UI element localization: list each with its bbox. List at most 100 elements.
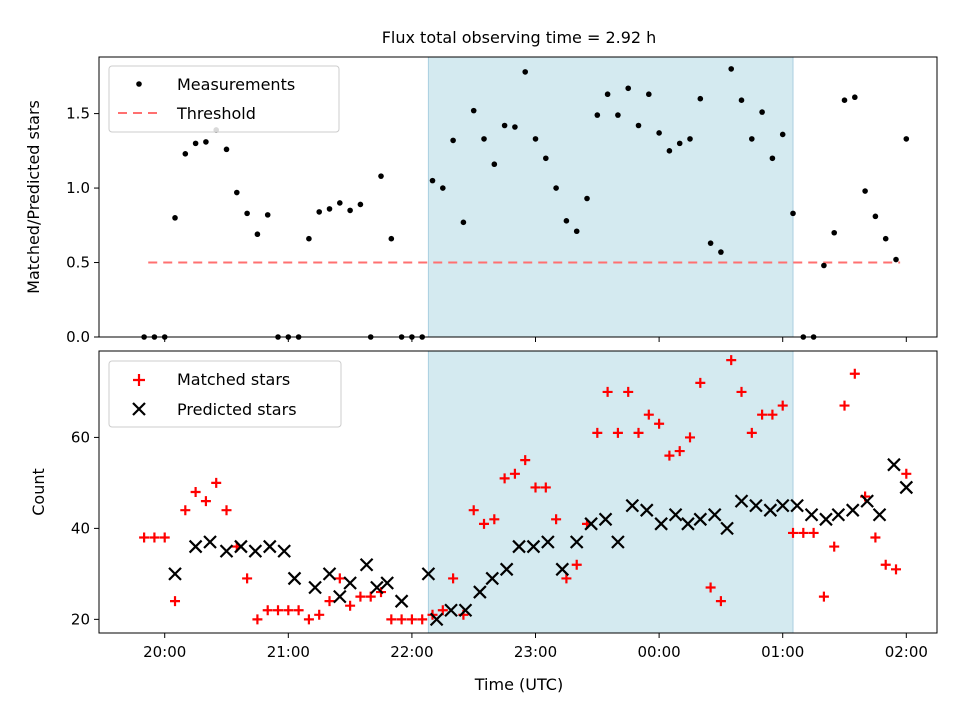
predicted-star-point: [219, 544, 234, 558]
matched-star-point: [448, 573, 459, 584]
predicted-star-point: [333, 589, 347, 604]
measurement-point: [543, 155, 549, 162]
matched-star-point: [149, 532, 160, 543]
measurement-point: [594, 112, 601, 118]
legend-matched-marker: [133, 374, 145, 386]
measurement-point: [625, 85, 632, 92]
bottom-y-axis-label: Count: [29, 468, 48, 516]
measurement-point: [357, 201, 364, 208]
matched-star-point: [870, 532, 881, 543]
measurement-point: [501, 122, 508, 129]
predicted-star-point: [693, 512, 708, 527]
matched-star-point: [901, 468, 912, 479]
predicted-star-point: [749, 498, 763, 513]
predicted-star-point: [734, 494, 749, 508]
matched-star-point: [891, 564, 902, 575]
measurement-point: [635, 122, 642, 129]
bottom-highlight-span: [427, 350, 794, 634]
predicted-star-point: [845, 503, 860, 517]
y-tick-label: 1.5: [66, 105, 90, 123]
predicted-star-point: [188, 539, 203, 554]
measurement-point: [203, 139, 209, 145]
measurement-point: [646, 91, 652, 98]
matched-star-point: [200, 496, 211, 507]
measurement-point: [429, 177, 436, 184]
matched-star-point: [406, 614, 417, 625]
measurement-point: [615, 112, 621, 118]
measurement-point: [347, 207, 353, 214]
predicted-star-point: [611, 535, 625, 549]
measurement-point: [573, 228, 580, 235]
x-tick-label: 22:00: [390, 643, 433, 661]
matched-star-point: [880, 559, 891, 570]
predicted-star-point: [639, 503, 654, 517]
measurement-point: [522, 69, 529, 75]
measurement-point: [676, 140, 683, 147]
x-tick-label: 20:00: [143, 643, 186, 661]
measurement-point: [563, 218, 570, 224]
predicted-star-point: [248, 544, 263, 558]
predicted-star-point: [394, 594, 409, 608]
measurement-point: [604, 91, 611, 98]
measurement-point: [656, 130, 662, 136]
bottom-y-ticks: 20 40 60: [71, 428, 99, 628]
matched-star-point: [489, 514, 500, 525]
measurement-point: [481, 136, 487, 142]
matched-star-point: [262, 605, 273, 616]
measurement-point: [738, 97, 745, 103]
legend-threshold-label: Threshold: [176, 104, 256, 123]
measurement-point: [862, 188, 868, 194]
top-y-ticks: 0.0 0.5 1.0 1.5: [66, 105, 99, 346]
predicted-star-point: [668, 507, 683, 522]
matched-star-point: [468, 505, 479, 516]
predicted-star-point: [359, 557, 374, 572]
measurement-point: [687, 136, 693, 142]
measurement-point: [223, 146, 230, 153]
measurement-point: [264, 212, 271, 218]
predicted-star-point: [775, 498, 790, 513]
measurement-point: [872, 213, 879, 220]
matched-star-point: [757, 409, 768, 420]
matched-star-point: [386, 614, 397, 625]
predicted-star-point: [421, 567, 436, 581]
matched-star-point: [221, 505, 232, 516]
matched-star-point: [767, 409, 778, 420]
matched-star-point: [283, 605, 294, 616]
top-legend: Measurements Threshold: [108, 65, 340, 133]
matched-star-point: [685, 432, 696, 443]
matched-star-point: [345, 600, 356, 611]
measurement-point: [553, 185, 559, 191]
predicted-star-point: [429, 612, 444, 627]
matched-star-point: [190, 487, 201, 497]
predicted-star-point: [499, 562, 514, 577]
matched-star-point: [561, 573, 572, 584]
predicted-star-point: [707, 507, 722, 522]
measurement-point: [831, 229, 838, 236]
matched-star-point: [551, 514, 562, 525]
matched-star-point: [602, 386, 613, 397]
measurement-point: [790, 210, 796, 217]
matched-star-point: [293, 605, 304, 616]
bottom-legend-box: [108, 360, 342, 428]
predicted-star-point: [485, 571, 500, 586]
predicted-star-point: [277, 544, 291, 558]
matched-star-point: [633, 427, 644, 438]
matched-star-point: [623, 386, 634, 397]
measurement-point: [821, 262, 827, 269]
matched-star-point: [479, 518, 490, 529]
matched-star-point: [273, 605, 284, 616]
measurement-point: [182, 151, 189, 157]
predicted-star-point: [322, 567, 337, 581]
top-y-axis-label: Matched/Predicted stars: [24, 100, 43, 294]
measurement-point: [707, 240, 714, 246]
predicted-star-point: [625, 498, 640, 513]
matched-star-point: [746, 427, 757, 438]
y-tick-label: 0.0: [66, 328, 90, 346]
measurement-point: [841, 97, 848, 103]
matched-star-point: [509, 468, 520, 479]
top-highlight-span: [427, 56, 794, 338]
matched-star-point: [715, 596, 726, 607]
bottom-panel: 20 40 60 20:00 21:00 22:00 23:00 00:00 01:00 02:…: [29, 350, 938, 694]
matched-star-point: [798, 527, 809, 538]
chart-title: Flux total observing time = 2.92 h: [382, 28, 657, 47]
